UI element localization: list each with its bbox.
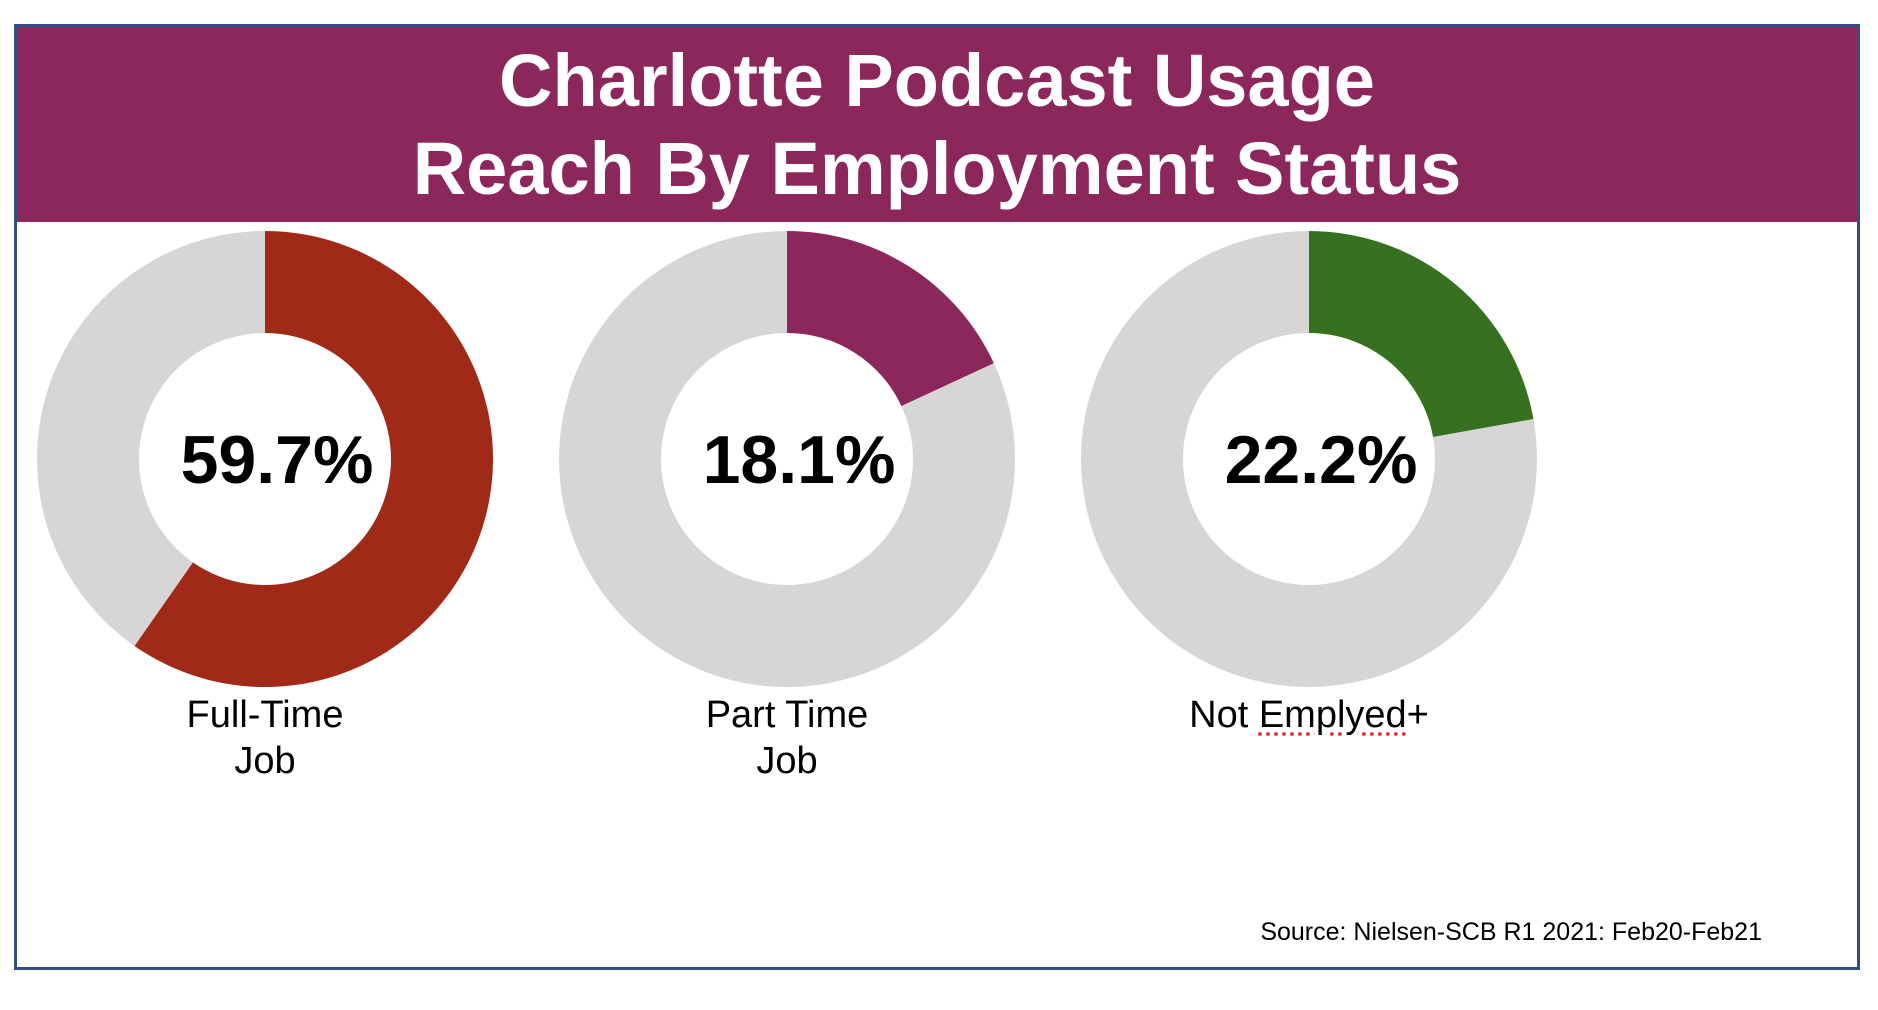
category-label-line: Part Time <box>705 694 869 736</box>
donut-chart-1: 59.7% <box>36 231 493 687</box>
donut-slice-remainder <box>1081 231 1538 687</box>
category-label-line: Job <box>756 740 818 782</box>
donut-slice-value <box>787 231 994 407</box>
title-banner: Charlotte Podcast Usage Reach By Employm… <box>17 27 1857 222</box>
donut-charts-svg: 59.7% 18.1% 22.2% <box>36 231 1538 687</box>
source-note: Source: Nielsen-SCB R1 2021: Feb20-Feb21 <box>1260 918 1762 946</box>
donut-center-value: 22.2% <box>1225 422 1418 498</box>
donut-slice-remainder <box>36 231 265 646</box>
donut-slice-value <box>134 231 493 687</box>
category-label-line: Full-Time <box>186 694 344 736</box>
donut-center-value: 18.1% <box>703 422 896 498</box>
chart-title-line-1: Charlotte Podcast Usage <box>499 38 1375 122</box>
donut-slice-remainder <box>559 231 1015 687</box>
chart-frame: Charlotte Podcast Usage Reach By Employm… <box>14 24 1860 970</box>
category-label-3: Not Emplyed+ <box>1139 692 1479 738</box>
donut-chart-2: 18.1% <box>559 231 1015 687</box>
category-label-1: Full-Time Job <box>95 692 435 784</box>
donut-charts-area: 59.7% 18.1% 22.2% Full-Time Job Part Time Job N… <box>17 27 1857 967</box>
category-label-line: Job <box>234 740 296 782</box>
chart-title-line-2: Reach By Employment Status <box>412 126 1462 210</box>
category-label-2: Part Time Job <box>617 692 957 784</box>
donut-center-value: 59.7% <box>181 422 374 498</box>
donut-chart-3: 22.2% <box>1081 231 1538 687</box>
category-label-line: Not Emplyed+ <box>1189 694 1429 736</box>
donut-slice-value <box>1309 231 1534 437</box>
